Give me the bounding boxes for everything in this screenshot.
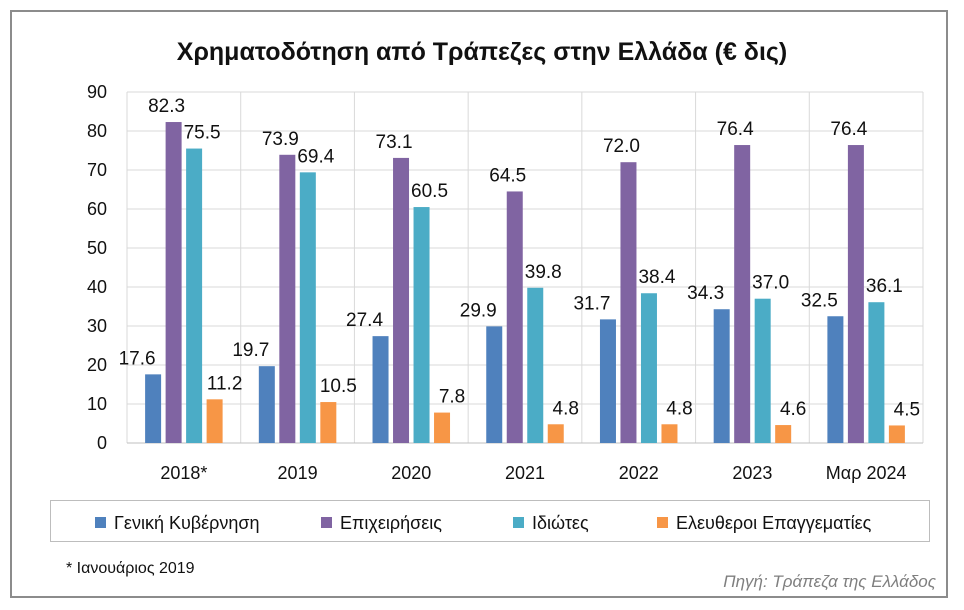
y-tick-label: 20	[87, 355, 107, 375]
data-label: 19.7	[232, 340, 269, 361]
bar	[620, 162, 637, 443]
data-label: 37.0	[752, 273, 789, 294]
x-tick-label: 2019	[278, 463, 318, 483]
bar	[165, 122, 182, 443]
bar	[413, 207, 430, 443]
bar	[186, 148, 203, 444]
data-label: 73.1	[376, 132, 413, 153]
x-tick-label: 2018*	[160, 463, 207, 483]
data-label: 36.1	[866, 276, 903, 297]
legend-item-freelancers: Ελευθεροι Επαγγεματίες	[657, 513, 871, 534]
legend-item-businesses: Επιχειρήσεις	[321, 513, 442, 534]
bar	[527, 287, 544, 443]
bar	[372, 336, 389, 443]
data-label: 82.3	[148, 96, 185, 117]
data-label: 4.8	[553, 398, 579, 419]
data-label: 4.8	[666, 398, 692, 419]
data-label: 32.5	[801, 290, 838, 311]
chart-legend: Γενική Κυβέρνηση Επιχειρήσεις Ιδιώτες Ελ…	[50, 500, 930, 542]
data-label: 73.9	[262, 129, 299, 150]
y-tick-label: 40	[87, 277, 107, 297]
data-label: 38.4	[638, 267, 675, 288]
legend-item-individuals: Ιδιώτες	[513, 513, 589, 534]
chart-source: Πηγή: Τράπεζα της Ελλάδος	[723, 572, 936, 591]
x-tick-label: 2023	[732, 463, 772, 483]
bar	[713, 309, 730, 443]
y-tick-label: 70	[87, 160, 107, 180]
y-tick-label: 60	[87, 199, 107, 219]
data-label: 72.0	[603, 136, 640, 157]
x-tick-label: 2022	[619, 463, 659, 483]
bar	[547, 424, 564, 443]
x-tick-label: Μαρ 2024	[826, 463, 907, 483]
bar	[258, 366, 275, 443]
chart-title: Χρηματοδότηση από Τράπεζες στην Ελλάδα (…	[176, 38, 788, 66]
bar	[206, 399, 223, 443]
bar	[661, 424, 678, 443]
data-label: 29.9	[460, 300, 497, 321]
data-label: 31.7	[573, 293, 610, 314]
bar	[640, 293, 657, 443]
data-label: 10.5	[320, 376, 357, 397]
bar	[868, 302, 885, 443]
y-tick-label: 0	[97, 433, 107, 453]
data-label: 11.2	[207, 373, 243, 394]
data-label: 4.6	[780, 399, 806, 420]
data-label: 69.4	[297, 146, 334, 167]
bar	[754, 298, 771, 443]
bar	[847, 145, 864, 444]
data-label: 7.8	[439, 387, 465, 408]
data-label: 76.4	[717, 119, 754, 140]
data-label: 64.5	[489, 165, 526, 186]
data-label: 27.4	[346, 310, 383, 331]
bar	[320, 402, 337, 443]
legend-item-general-government: Γενική Κυβέρνηση	[95, 513, 260, 534]
legend-swatch	[321, 517, 332, 528]
bar	[393, 157, 410, 443]
legend-swatch	[657, 517, 668, 528]
bar	[775, 425, 792, 443]
data-label: 17.6	[119, 348, 156, 369]
bar	[145, 374, 162, 443]
bar	[299, 172, 316, 443]
legend-swatch	[95, 517, 106, 528]
bar	[827, 316, 844, 443]
data-label: 60.5	[411, 181, 448, 202]
y-tick-label: 30	[87, 316, 107, 336]
bar	[888, 425, 905, 443]
bar	[734, 145, 751, 444]
chart-footnote: * Ιανουάριος 2019	[66, 560, 195, 577]
y-tick-label: 90	[87, 82, 107, 102]
data-label: 34.3	[687, 283, 724, 304]
x-tick-label: 2021	[505, 463, 545, 483]
bar	[486, 326, 503, 443]
y-tick-label: 50	[87, 238, 107, 258]
y-tick-label: 80	[87, 121, 107, 141]
data-label: 39.8	[525, 262, 562, 283]
bar	[506, 191, 523, 443]
bar	[434, 412, 451, 443]
data-label: 4.5	[894, 399, 920, 420]
y-tick-label: 10	[87, 394, 107, 414]
bar	[599, 319, 616, 443]
x-tick-label: 2020	[391, 463, 431, 483]
data-label: 75.5	[184, 123, 221, 144]
legend-swatch	[513, 517, 524, 528]
bar	[279, 154, 296, 444]
data-label: 76.4	[830, 119, 867, 140]
